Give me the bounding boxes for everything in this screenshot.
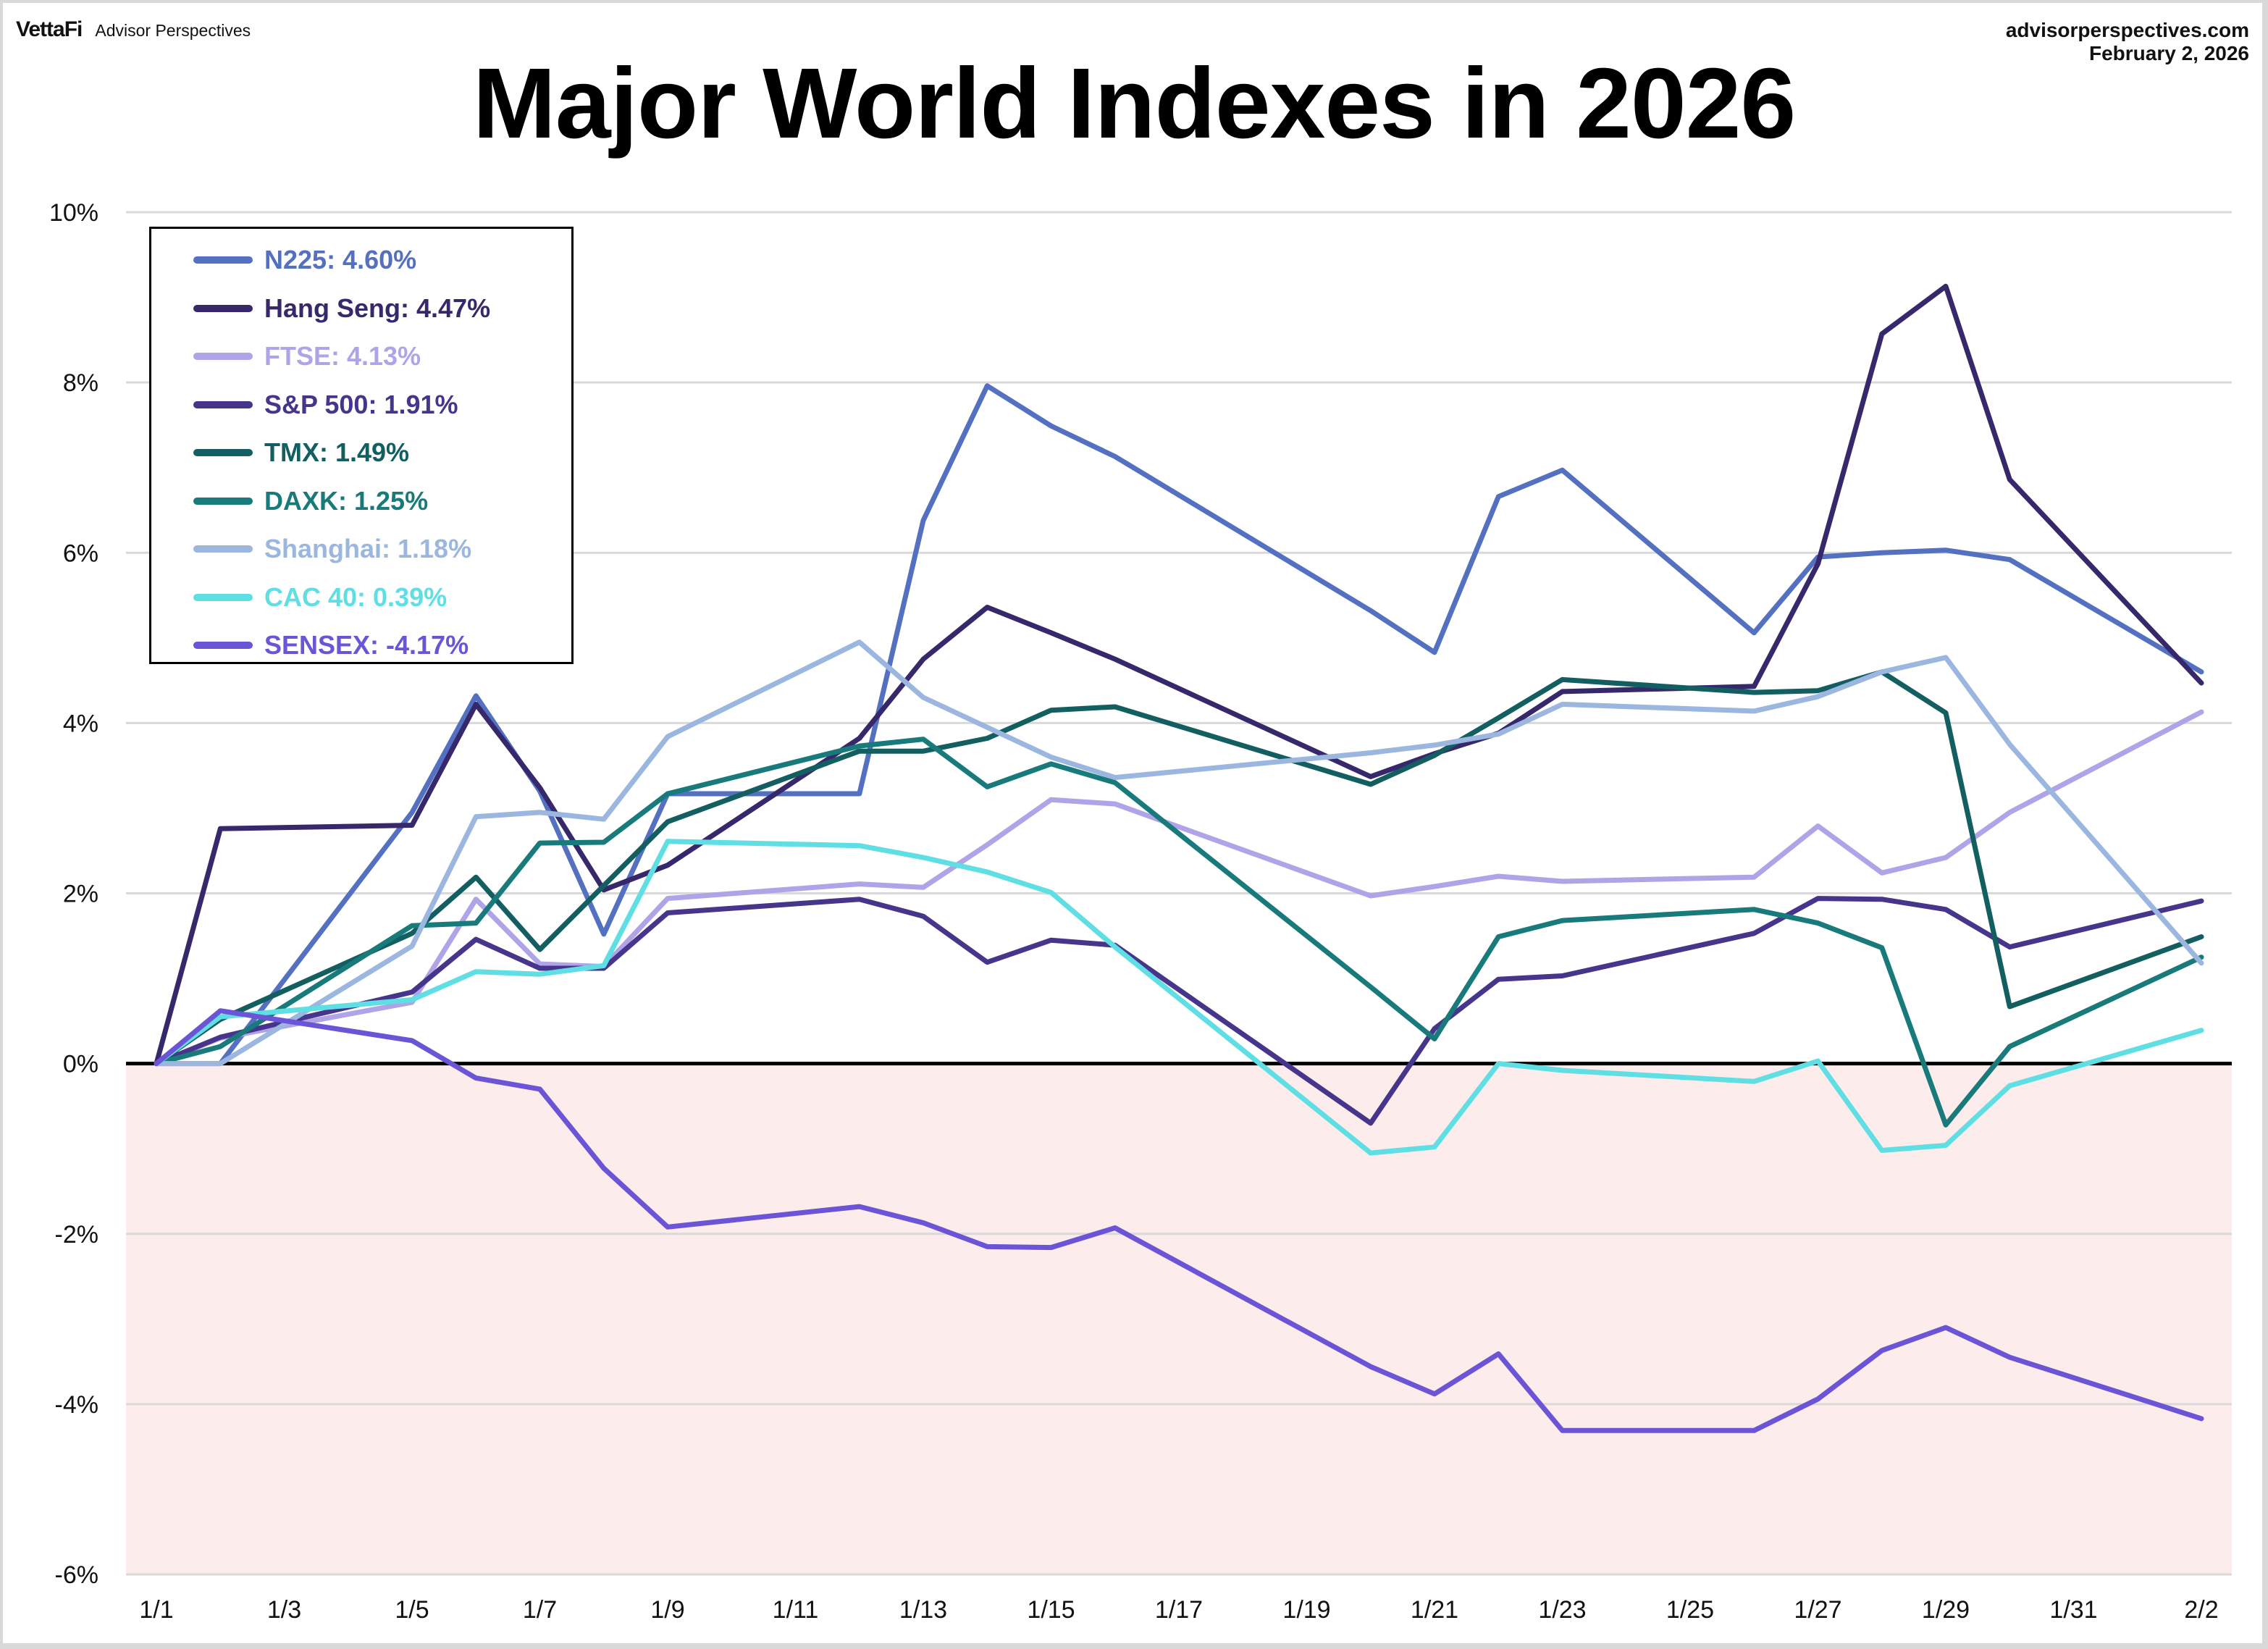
legend-swatch — [193, 353, 253, 360]
series-lines — [154, 283, 2204, 1433]
x-axis-ticks: 1/1 1/3 1/5 1/7 1/9 1/11 1/13 1/15 1/17 1/19 1/21 1… — [139, 1596, 2218, 1624]
y-tick-label: -2% — [55, 1221, 98, 1249]
legend-label: N225: 4.60% — [264, 245, 417, 274]
x-tick-label: 1/23 — [1538, 1596, 1586, 1624]
legend-label: CAC 40: 0.39% — [264, 582, 448, 612]
y-tick-label: 0% — [63, 1051, 98, 1078]
series-line-tmx — [154, 669, 2204, 1067]
series-line-ftse — [154, 709, 2204, 1067]
y-tick-label: -6% — [55, 1561, 98, 1589]
x-tick-label: 1/19 — [1282, 1596, 1330, 1624]
negative-region — [126, 1063, 2232, 1574]
x-tick-label: 1/11 — [773, 1596, 819, 1624]
x-tick-label: 1/25 — [1666, 1596, 1714, 1624]
legend-item: N225: 4.60% — [151, 242, 416, 278]
y-axis-ticks: 10% 8% 6% 4% 2% 0% -2% -4% -6% — [49, 199, 98, 1589]
legend-label: SENSEX: -4.17% — [264, 630, 469, 660]
x-tick-label: 1/13 — [899, 1596, 947, 1624]
brand: VettaFi Advisor Perspectives — [16, 17, 251, 42]
y-tick-label: 4% — [63, 710, 98, 737]
legend-swatch — [193, 497, 253, 505]
x-tick-label: 1/9 — [650, 1596, 684, 1624]
legend-item: S&P 500: 1.91% — [151, 387, 458, 423]
legend-item: SENSEX: -4.17% — [151, 627, 469, 663]
x-tick-label: 1/7 — [523, 1596, 557, 1624]
legend-label: S&P 500: 1.91% — [264, 389, 458, 419]
legend-label: DAXK: 1.25% — [264, 485, 429, 516]
legend-label: Hang Seng: 4.47% — [264, 293, 491, 323]
legend-label: TMX: 1.49% — [264, 437, 410, 467]
y-tick-label: 2% — [63, 881, 98, 908]
legend-item: CAC 40: 0.39% — [151, 579, 447, 616]
x-tick-label: 1/31 — [2049, 1596, 2097, 1624]
y-tick-label: -4% — [55, 1391, 98, 1419]
x-tick-label: 1/3 — [267, 1596, 301, 1624]
legend-swatch — [193, 449, 253, 456]
x-tick-label: 1/29 — [1922, 1596, 1970, 1624]
legend-swatch — [193, 304, 253, 312]
brand-name: Advisor Perspectives — [95, 21, 251, 40]
plot-background — [126, 1063, 2232, 1574]
series-line-daxk — [154, 737, 2204, 1128]
legend-label: Shanghai: 1.18% — [264, 534, 472, 563]
y-tick-label: 10% — [49, 199, 98, 227]
series-line-hang-seng — [154, 283, 2204, 1067]
legend-swatch — [193, 642, 253, 649]
source-block: advisorperspectives.com February 2, 2026 — [2006, 19, 2249, 65]
x-tick-label: 1/27 — [1794, 1596, 1841, 1624]
legend-swatch — [193, 400, 253, 408]
legend-item: DAXK: 1.25% — [151, 483, 428, 519]
legend: N225: 4.60% Hang Seng: 4.47% FTSE: 4.13% S&… — [149, 227, 574, 664]
source-site: advisorperspectives.com — [2005, 19, 2249, 41]
x-tick-label: 1/1 — [139, 1596, 173, 1624]
source-date: February 2, 2026 — [2088, 42, 2249, 64]
legend-item: Hang Seng: 4.47% — [151, 290, 490, 327]
series-line-cac-40 — [154, 839, 2204, 1156]
series-line-s-p-500 — [154, 896, 2204, 1126]
x-tick-label: 2/2 — [2184, 1596, 2218, 1624]
y-tick-label: 6% — [63, 540, 98, 567]
legend-swatch — [193, 593, 253, 601]
x-tick-label: 1/17 — [1155, 1596, 1203, 1624]
x-tick-label: 1/15 — [1027, 1596, 1075, 1624]
chart-title: Major World Indexes in 2026 — [472, 48, 1796, 159]
legend-swatch — [193, 545, 253, 553]
legend-item: Shanghai: 1.18% — [151, 531, 471, 567]
x-tick-label: 1/21 — [1411, 1596, 1458, 1624]
legend-label: FTSE: 4.13% — [264, 341, 421, 371]
legend-swatch — [193, 256, 253, 264]
vettafi-logo: VettaFi — [16, 17, 83, 41]
legend-item: FTSE: 4.13% — [151, 338, 421, 374]
series-line-sensex — [154, 1008, 2204, 1433]
legend-item: TMX: 1.49% — [151, 435, 409, 471]
series-line-shanghai — [154, 639, 2204, 1067]
y-tick-label: 8% — [63, 369, 98, 397]
x-tick-label: 1/5 — [395, 1596, 429, 1624]
